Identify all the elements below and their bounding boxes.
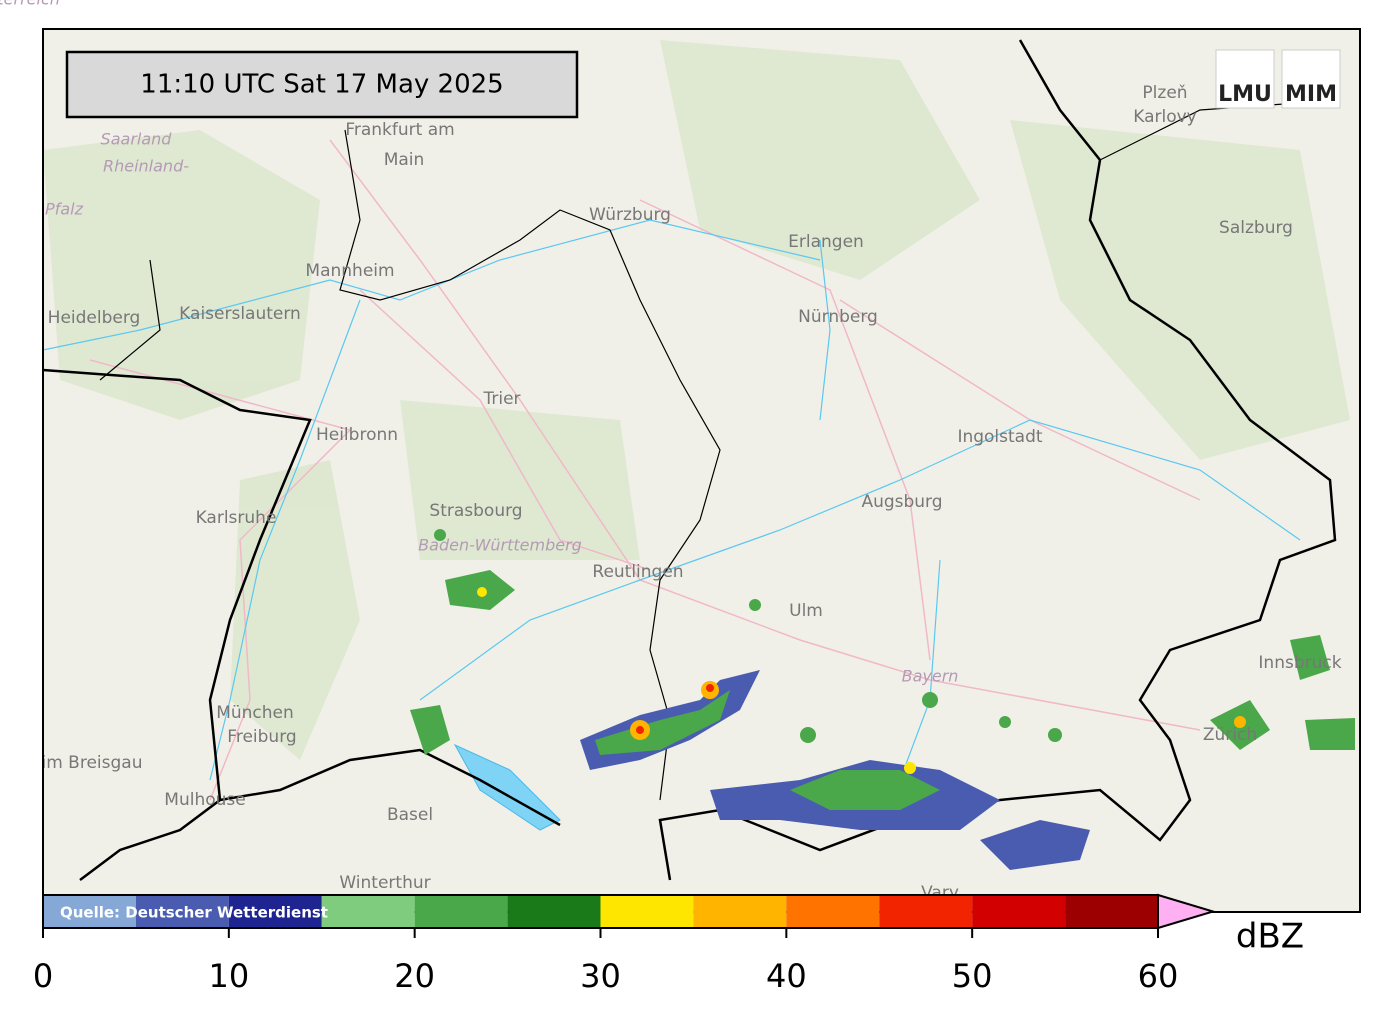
colorbar-segment [414,895,508,928]
place-label: Karlovy [1133,107,1197,127]
colorbar-segment [693,895,787,928]
place-label: Heilbronn [316,425,398,445]
logo-box [1215,49,1275,109]
region-label: Pfalz [45,200,84,219]
place-label: Zürich [1203,725,1257,745]
colorbar-segment [135,895,229,928]
region-label: Rheinland- [103,157,189,176]
region-label: Bayern [902,667,959,686]
place-labels: Frankfurt am Main Würzburg Erlangen Nürnberg… [0,0,1342,903]
place-label: Mannheim [305,261,394,281]
place-label: Ingolstadt [957,427,1042,447]
place-label: Nürnberg [798,307,878,327]
rivers [42,219,1301,781]
colorbar-tick-label: 50 [952,957,993,995]
place-label: Winterthur [339,873,430,893]
place-label: Erlangen [788,232,864,252]
colorbar-segment [1065,895,1158,928]
place-label: Freiburg [227,727,296,747]
radar-echoes [410,529,1355,870]
region-label: Baden-Württemberg [418,536,582,555]
colorbar-tick-label: 10 [208,957,249,995]
place-label: Strasbourg [429,501,522,521]
colorbar-segment [228,895,322,928]
place-label: Würzburg [589,205,671,225]
colorbar-segment [972,895,1066,928]
lake [453,743,561,831]
colorbar-tick-label: 60 [1138,957,1179,995]
colorbar-segment [786,895,880,928]
place-label: Plzeň [1142,83,1187,103]
colorbar-tick-label: 20 [394,957,435,995]
logo: MIM [1285,82,1337,107]
colorbar-segment [43,895,136,928]
place-label: Trier [482,389,520,409]
place-label: Innsbruck [1258,653,1341,673]
place-label: Mulhouse [164,790,245,810]
place-label: München [216,703,294,723]
colorbar-tick-label: 40 [766,957,807,995]
place-label: Main [384,150,425,170]
place-label: Karlsruhe [196,508,277,528]
colorbar-segment [879,895,973,928]
colorbar-tick-label: 30 [580,957,621,995]
colorbar-tick-label: 0 [33,957,53,995]
place-label: Frankfurt am [345,120,454,140]
colorbar: 0 10 20 30 40 50 60 [33,893,1217,995]
source-note: Quelle: Deutscher Wetterdienst [60,904,328,922]
place-label: Reutlingen [592,562,683,582]
place-label: Ulm [789,601,823,621]
region-label: Oberösterreich [0,0,60,9]
place-label: Basel [387,805,433,825]
colorbar-label: dBZ [1236,917,1304,957]
timestamp-box [65,50,579,119]
colorbar-segment [600,895,694,928]
place-label: Kaiserslautern [179,304,301,324]
place-label: Heidelberg [48,308,141,328]
colorbar-segment [321,895,415,928]
place-label: im Breisgau [42,753,143,773]
timestamp: 11:10 UTC Sat 17 May 2025 [140,70,503,100]
colorbar-segment [507,895,601,928]
place-label: Augsburg [861,492,942,512]
logo: LMU [1218,82,1272,107]
logo-box [1281,49,1341,109]
region-label: Saarland [101,130,173,149]
place-label: Salzburg [1219,218,1293,238]
